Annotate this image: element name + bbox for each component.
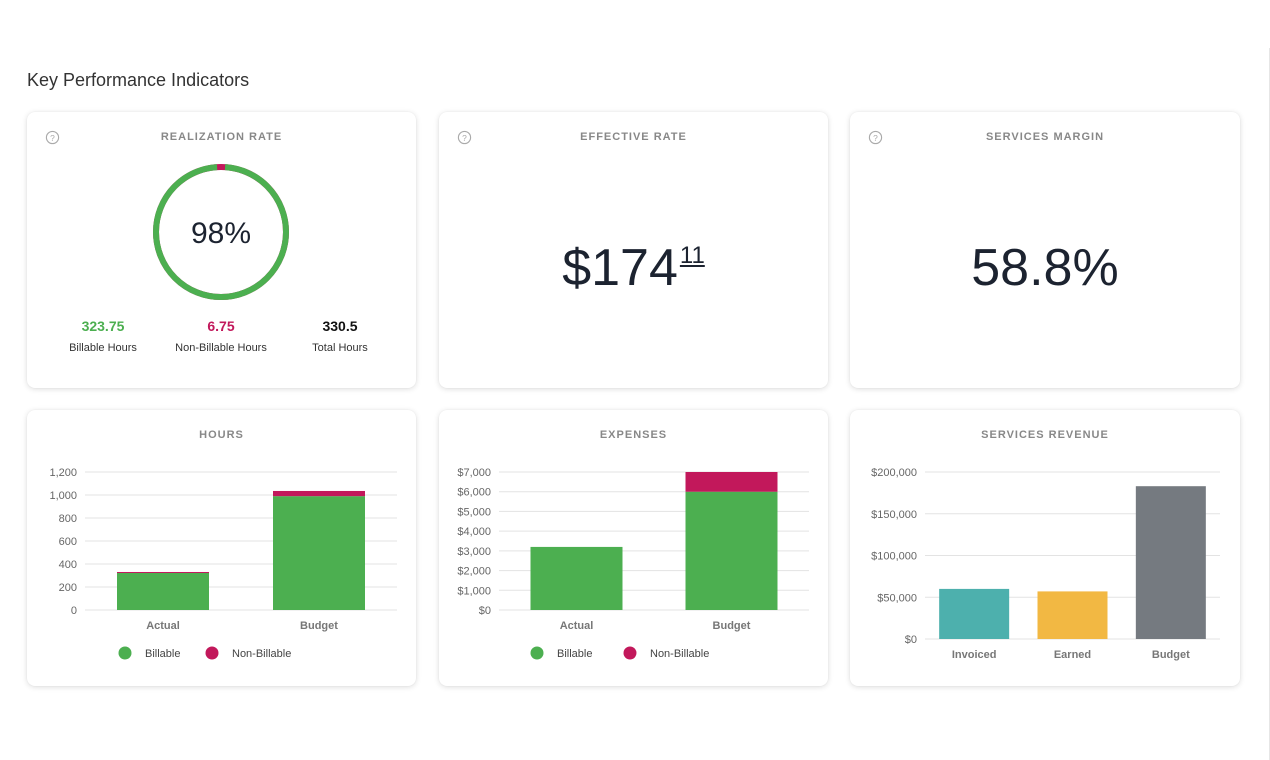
help-circle-icon[interactable]: ? <box>457 130 472 145</box>
bar-budget-non-billable[interactable] <box>273 490 365 497</box>
effective-rate-dollars: $174 <box>562 239 678 297</box>
legend-marker-non-billable[interactable] <box>205 646 219 660</box>
x-tick-label: Actual <box>146 620 180 632</box>
card-title: EFFECTIVE RATE <box>580 131 687 143</box>
y-tick-label: $7,000 <box>457 467 491 479</box>
y-tick-label: 600 <box>59 536 77 548</box>
legend-marker-billable[interactable] <box>118 646 132 660</box>
bar-actual-non-billable[interactable] <box>117 571 209 573</box>
expenses-chart: $0 $1,000 $2,000 $3,000 $4,000 $5,000 $6,000 $7… <box>457 467 809 660</box>
total-hours-stat: 330.5 Total Hours <box>275 318 405 354</box>
total-hours-value: 330.5 <box>322 318 358 334</box>
hours-chart: 0 200 400 600 800 1,000 1,200 Actual Budget Billa… <box>49 467 397 660</box>
y-tick-label: $1,000 <box>457 585 491 597</box>
bar-actual-billable[interactable] <box>117 572 209 610</box>
card-title: SERVICES REVENUE <box>981 429 1109 441</box>
y-tick-label: $0 <box>479 605 491 617</box>
effective-rate-card: ? EFFECTIVE RATE $17411 <box>439 112 828 388</box>
x-tick-label: Actual <box>560 620 594 632</box>
card-title: EXPENSES <box>599 429 668 441</box>
gauge-billable-arc <box>153 164 289 300</box>
services-revenue-chart: $0 $50,000 $100,000 $150,000 $200,000 Invoice… <box>871 467 1220 661</box>
y-tick-label: $2,000 <box>457 566 491 578</box>
realization-percent: 98% <box>191 217 251 250</box>
effective-rate-value: $17411 <box>439 238 828 298</box>
y-tick-label: 400 <box>59 559 77 571</box>
y-tick-label: $50,000 <box>877 592 917 604</box>
legend-marker-billable[interactable] <box>530 646 544 660</box>
y-tick-label: $100,000 <box>871 551 917 563</box>
nonbillable-hours-value: 6.75 <box>207 318 235 334</box>
total-hours-label: Total Hours <box>312 342 368 354</box>
billable-hours-label: Billable Hours <box>69 342 137 354</box>
effective-rate-cents: 11 <box>679 242 705 269</box>
svg-text:?: ? <box>462 133 467 143</box>
bar-actual-billable[interactable] <box>530 546 623 610</box>
realization-rate-card: ? REALIZATION RATE 98% 323.75 Billable H… <box>27 112 416 388</box>
legend-marker-non-billable[interactable] <box>623 646 637 660</box>
legend-label[interactable]: Non-Billable <box>650 648 709 660</box>
bar-budget-non-billable[interactable] <box>685 472 778 492</box>
legend-label[interactable]: Billable <box>557 648 592 660</box>
billable-hours-value: 323.75 <box>81 318 125 334</box>
y-tick-label: $4,000 <box>457 526 491 538</box>
y-tick-label: 800 <box>59 513 77 525</box>
x-tick-label: Budget <box>300 620 338 632</box>
help-circle-icon[interactable]: ? <box>45 130 60 145</box>
card-title: REALIZATION RATE <box>160 131 283 143</box>
bar-budget-revenue[interactable] <box>1135 486 1206 639</box>
y-tick-label: $3,000 <box>457 546 491 558</box>
svg-text:?: ? <box>873 133 878 143</box>
y-tick-label: $0 <box>905 634 917 646</box>
page-title: Key Performance Indicators <box>27 70 250 90</box>
y-tick-label: 200 <box>59 582 77 594</box>
x-tick-label: Budget <box>1152 649 1190 661</box>
realization-gauge: 98% <box>153 164 289 300</box>
y-tick-label: 0 <box>71 605 77 617</box>
y-tick-label: $200,000 <box>871 467 917 479</box>
legend-label[interactable]: Billable <box>145 648 180 660</box>
services-margin-card: ? SERVICES MARGIN 58.8% <box>850 112 1240 388</box>
card-title: SERVICES MARGIN <box>985 131 1105 143</box>
nonbillable-hours-stat: 6.75 Non-Billable Hours <box>156 318 286 354</box>
x-tick-label: Budget <box>713 620 751 632</box>
y-tick-label: $5,000 <box>457 506 491 518</box>
legend-label[interactable]: Non-Billable <box>232 648 291 660</box>
y-tick-label: 1,200 <box>49 467 77 479</box>
card-title: HOURS <box>199 429 244 441</box>
svg-text:?: ? <box>50 133 55 143</box>
y-tick-label: $150,000 <box>871 509 917 521</box>
y-tick-label: 1,000 <box>49 490 77 502</box>
y-tick-label: $6,000 <box>457 487 491 499</box>
hours-card: HOURS 0 200 400 600 800 1,000 1,200 Actual Budge… <box>27 410 416 686</box>
nonbillable-hours-label: Non-Billable Hours <box>175 342 267 354</box>
x-tick-label: Invoiced <box>952 649 997 661</box>
bar-earned-revenue[interactable] <box>1037 591 1108 639</box>
bar-invoiced-revenue[interactable] <box>939 588 1010 639</box>
billable-hours-stat: 323.75 Billable Hours <box>38 318 168 354</box>
bar-budget-billable[interactable] <box>685 491 778 610</box>
expenses-card: EXPENSES $0 $1,000 $2,000 $3,000 $4,000 $5,00… <box>439 410 828 686</box>
services-revenue-card: SERVICES REVENUE $0 $50,000 $100,000 $150,0… <box>850 410 1240 686</box>
help-circle-icon[interactable]: ? <box>868 130 883 145</box>
bar-budget-billable[interactable] <box>273 496 365 610</box>
services-margin-value: 58.8% <box>971 239 1119 297</box>
x-tick-label: Earned <box>1054 649 1091 661</box>
